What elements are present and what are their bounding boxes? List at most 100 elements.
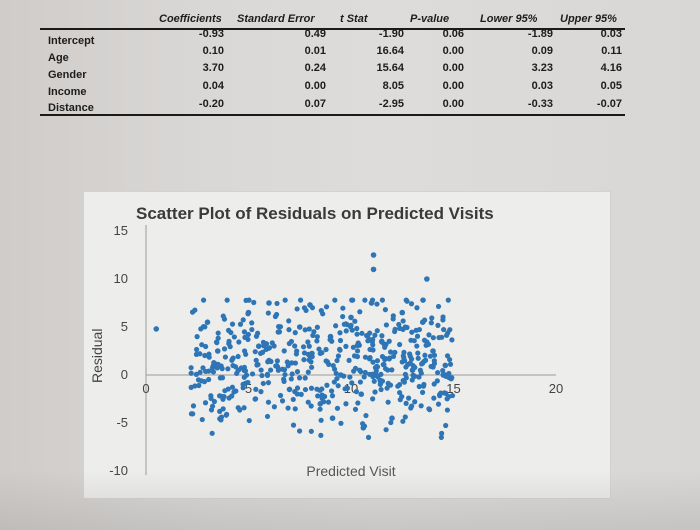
data-point: [437, 392, 443, 398]
data-point: [430, 335, 436, 341]
data-point: [306, 326, 312, 332]
data-point: [298, 391, 304, 397]
data-point: [446, 394, 452, 400]
data-point: [367, 371, 373, 377]
data-point: [229, 357, 235, 363]
data-point: [296, 428, 303, 434]
data-point: [292, 360, 299, 366]
data-point: [419, 389, 426, 395]
cell: 0.05: [600, 80, 622, 92]
cell: 0.00: [442, 98, 464, 110]
data-point: [188, 365, 194, 371]
data-point: [249, 326, 255, 333]
cell: 0.03: [531, 80, 553, 92]
cell: -0.93: [198, 28, 224, 40]
data-point: [431, 395, 437, 401]
data-point: [348, 322, 354, 328]
data-point: [440, 367, 446, 374]
data-point: [308, 403, 314, 409]
data-point: [326, 361, 332, 367]
data-point: [372, 389, 378, 395]
row-label-income: Income: [48, 86, 87, 98]
data-point: [416, 383, 422, 390]
data-point: [445, 297, 451, 303]
cell: -0.33: [527, 98, 553, 110]
data-point: [383, 322, 390, 328]
data-point: [196, 382, 202, 389]
data-point: [412, 399, 418, 405]
data-point: [237, 321, 244, 327]
data-point: [409, 403, 415, 409]
data-point: [447, 361, 454, 367]
data-point: [277, 324, 284, 330]
data-point: [286, 327, 292, 333]
data-point: [246, 417, 252, 424]
data-point: [279, 398, 286, 404]
data-point: [370, 347, 376, 353]
data-point: [436, 334, 442, 341]
data-point: [315, 393, 321, 399]
data-point: [358, 391, 365, 397]
data-point: [266, 357, 272, 364]
data-point: [323, 346, 329, 353]
data-point: [380, 362, 386, 368]
data-point: [329, 415, 336, 421]
data-point: [242, 348, 248, 354]
cell: 0.06: [442, 28, 464, 40]
row-label-distance: Distance: [48, 102, 94, 114]
data-point: [447, 356, 453, 363]
data-point: [403, 375, 409, 381]
data-point: [333, 370, 339, 377]
data-point: [199, 342, 205, 348]
data-point: [392, 349, 398, 356]
data-point: [444, 407, 451, 413]
data-point: [352, 406, 359, 412]
data-point: [188, 370, 194, 376]
data-point: [346, 357, 352, 364]
data-point: [327, 333, 334, 340]
data-point: [249, 320, 255, 326]
data-point: [302, 386, 309, 393]
data-point: [349, 380, 355, 386]
photo-shadow: [0, 470, 700, 530]
data-point: [351, 368, 357, 374]
data-point: [292, 330, 298, 336]
data-point: [382, 307, 388, 313]
data-point: [296, 324, 303, 330]
cell: 0.49: [304, 28, 326, 40]
x-tick-label: 15: [446, 381, 460, 396]
data-point: [211, 398, 218, 405]
data-point: [297, 297, 304, 303]
x-axis-title: Predicted Visit: [306, 463, 395, 479]
data-point: [240, 317, 246, 323]
data-point: [374, 301, 380, 307]
data-point: [402, 414, 408, 420]
cell: 8.05: [382, 80, 404, 92]
data-point: [374, 363, 380, 369]
data-point: [421, 381, 427, 388]
data-point: [439, 430, 445, 436]
data-point: [356, 342, 362, 348]
data-point: [241, 329, 248, 335]
data-point: [240, 381, 246, 387]
data-point: [308, 385, 315, 391]
data-point: [215, 330, 221, 336]
data-point: [217, 408, 223, 414]
data-point: [217, 375, 223, 381]
data-point: [354, 353, 361, 360]
cell: 0.00: [442, 62, 464, 74]
data-point: [231, 334, 237, 340]
data-point: [414, 343, 420, 349]
data-point: [354, 325, 360, 332]
data-point: [203, 343, 209, 350]
data-point: [246, 297, 252, 303]
data-point: [357, 379, 364, 385]
data-point: [245, 309, 252, 316]
data-point: [421, 337, 428, 343]
data-point: [418, 403, 424, 409]
data-point: [281, 376, 287, 382]
data-point: [420, 297, 426, 303]
data-point: [428, 320, 434, 326]
data-point: [428, 363, 434, 370]
data-point: [334, 375, 340, 382]
